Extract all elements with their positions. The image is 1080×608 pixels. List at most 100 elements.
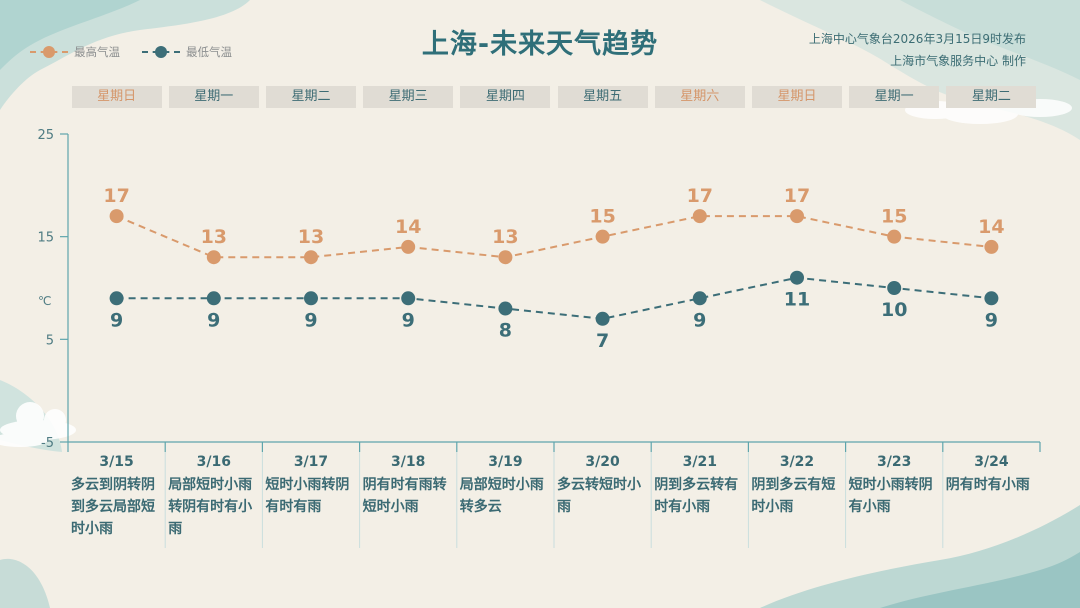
page-title: 上海-未来天气趋势 (421, 29, 659, 60)
weather-description: 阴到多云转有时有小雨 (654, 477, 739, 515)
x-tick-label: 3/20 (585, 454, 620, 470)
x-tick-label: 3/19 (488, 454, 523, 470)
weather-description: 短时小雨转阴有小雨 (848, 477, 933, 515)
point-high (984, 239, 999, 254)
point-low (984, 291, 999, 306)
data-label-high: 14 (978, 216, 1004, 238)
point-low (887, 281, 902, 295)
source-line-1: 上海中心气象台2026年3月15日9时发布 (808, 32, 1026, 46)
point-high (304, 250, 318, 265)
point-high (401, 239, 416, 254)
legend-swatch-low (142, 46, 180, 58)
series-line-high (116, 215, 992, 259)
legend-swatch-high (30, 46, 68, 58)
forecast-cell: 3/17 短时小雨转阴有时有雨 (262, 444, 359, 518)
forecast-cell: 3/16 局部短时小雨转阴有时有小雨 (165, 444, 262, 540)
data-label-high: 13 (492, 226, 518, 248)
weather-description: 局部短时小雨转多云 (459, 477, 544, 515)
legend-item-low: 最低气温 (142, 44, 232, 60)
forecast-cell: 3/18 阴有时有雨转短时小雨 (360, 444, 457, 518)
y-tick-label: -5 (41, 436, 54, 451)
point-low (692, 291, 707, 306)
legend-label-low: 最低气温 (186, 45, 232, 59)
series-marks: 17 13 13 14 13 15 17 17 15 14 9 9 9 9 8 7 9 11 10 9 (103, 185, 1004, 352)
source-line-2: 上海市气象服务中心 制作 (890, 54, 1026, 68)
point-low (304, 291, 318, 306)
forecast-cell: 3/21 阴到多云转有时有小雨 (651, 444, 748, 518)
weekday-label: 星期六 (654, 86, 745, 108)
data-label-low: 9 (693, 309, 706, 331)
point-high (109, 209, 124, 224)
weather-description: 阴到多云有短时小雨 (751, 477, 836, 515)
point-high (595, 229, 610, 244)
x-tick-label: 3/21 (682, 454, 717, 470)
point-high (498, 250, 513, 265)
decoration-top-left (0, 0, 250, 110)
decoration-left-clouds (0, 380, 76, 452)
point-low (401, 291, 416, 306)
data-label-high: 17 (687, 185, 713, 207)
x-tick-label: 3/17 (293, 454, 329, 470)
forecast-cell: 3/22 阴到多云有短时小雨 (748, 444, 845, 518)
forecast-cell: 3/24 阴有时有小雨 (943, 444, 1040, 496)
point-low (206, 291, 221, 306)
point-low (790, 270, 804, 285)
data-label-low: 9 (304, 309, 317, 331)
axes: 25 15 5 -5 ℃ (37, 128, 1041, 548)
y-axis-label: ℃ (38, 294, 51, 308)
decoration-bottom-right (760, 505, 1080, 608)
data-label-high: 15 (589, 206, 615, 228)
data-label-low: 9 (207, 309, 220, 331)
point-high (206, 250, 221, 265)
data-label-low: 10 (881, 299, 907, 321)
data-label-low: 8 (499, 320, 512, 342)
weather-description: 局部短时小雨转阴有时有小雨 (168, 477, 253, 537)
forecast-cell: 3/19 局部短时小雨转多云 (457, 444, 554, 518)
forecast-cell: 3/23 短时小雨转阴有小雨 (846, 444, 943, 518)
weather-description: 多云转短时小雨 (557, 477, 641, 515)
x-tick-label: 3/23 (877, 454, 912, 470)
series-line-low (116, 276, 992, 320)
data-label-high: 15 (881, 206, 907, 228)
x-tick-label: 3/15 (99, 454, 134, 470)
weather-description: 短时小雨转阴有时有雨 (265, 477, 350, 515)
point-high (887, 229, 902, 244)
data-label-low: 7 (596, 330, 609, 352)
data-label-high: 17 (784, 185, 810, 207)
legend-label-high: 最高气温 (74, 45, 120, 59)
forecast-cell: 3/15 多云到阴转阴到多云局部短时小雨 (68, 444, 165, 540)
x-tick-label: 3/22 (779, 454, 815, 470)
weekday-label: 星期二 (946, 86, 1037, 108)
data-label-low: 9 (402, 309, 415, 331)
weekday-label: 星期日 (71, 86, 162, 108)
data-label-high: 13 (201, 226, 227, 248)
point-high (692, 209, 707, 224)
weather-description: 阴有时有雨转短时小雨 (362, 477, 447, 515)
point-low (109, 291, 124, 306)
weekday-label: 星期一 (849, 86, 940, 108)
series-lines (116, 215, 992, 320)
legend-item-high: 最高气温 (30, 44, 120, 60)
x-tick-label: 3/16 (196, 454, 231, 470)
legend: 最高气温 最低气温 (30, 44, 232, 60)
weekday-label: 星期日 (752, 86, 842, 108)
data-label-low: 11 (784, 289, 810, 311)
weather-description: 阴有时有小雨 (945, 477, 1030, 493)
data-label-high: 14 (395, 216, 421, 238)
weather-description: 多云到阴转阴到多云局部短时小雨 (71, 477, 155, 537)
decoration-top-right (760, 0, 1080, 140)
data-label-low: 9 (985, 309, 998, 331)
point-low (498, 301, 513, 316)
weekday-label: 星期四 (460, 86, 551, 108)
data-label-low: 9 (110, 309, 123, 331)
x-tick-label: 3/18 (391, 454, 426, 470)
x-tick-label: 3/24 (974, 454, 1009, 470)
weekday-label: 星期一 (168, 86, 259, 108)
point-low (595, 311, 610, 326)
y-tick-label: 5 (46, 333, 54, 348)
data-label-high: 13 (298, 226, 324, 248)
y-tick-label: 15 (37, 231, 54, 246)
decoration-bottom-left (0, 558, 50, 608)
forecast-cell: 3/20 多云转短时小雨 (554, 444, 651, 518)
